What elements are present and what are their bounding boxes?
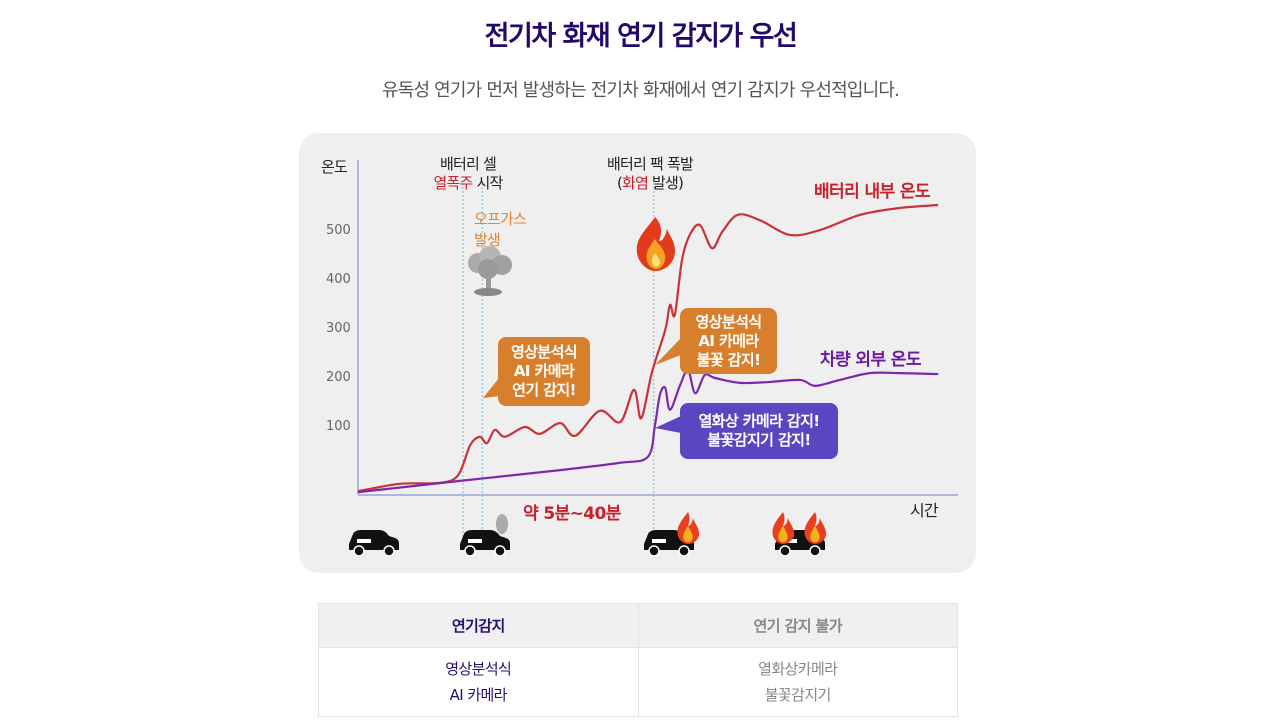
page-title: 전기차 화재 연기 감지가 우선 (484, 21, 798, 52)
flame-icon (636, 217, 675, 271)
event-highlight: 열폭주 (433, 174, 474, 192)
cell-line: 영상분석식 (445, 660, 512, 678)
cell-line: 불꽃감지기 (764, 686, 832, 704)
smoke-cloud-icon (468, 246, 512, 296)
callout-tail (655, 338, 681, 365)
callout-line: 영상분석식 (510, 343, 578, 361)
y-tick-label: 400 (326, 272, 351, 287)
callout-line: 열화상 카메라 감지! (698, 412, 820, 430)
callout-line: 영상분석식 (695, 312, 762, 331)
callout-line: AI 카메라 (698, 331, 759, 350)
ev-car-icon (460, 514, 510, 557)
temperature-chart: 온도 100 200 300 400 500 시간 배터리 셀 열폭주 시작 오… (299, 133, 976, 573)
event-label: 발생 (474, 231, 501, 249)
event-label: ( (616, 174, 623, 192)
battery-internal-temp-line (357, 203, 939, 493)
callout-flame-detected: 영상분석식 AI 카메라 불꽃 감지! (680, 308, 777, 374)
callout-line: AI 카메라 (513, 362, 575, 380)
y-axis-label: 온도 (321, 158, 348, 176)
event-pack-explosion: 배터리 팩 폭발 (화염 발생) (590, 155, 710, 193)
ev-car-icon (772, 512, 827, 557)
callout-line: 불꽃감지기 감지! (707, 431, 811, 449)
event-label: 시작 (472, 174, 503, 192)
event-cell-thermal-runaway: 배터리 셀 열폭주 시작 (418, 155, 518, 193)
page-subtitle: 유독성 연기가 먼저 발생하는 전기차 화재에서 연기 감지가 우선적입니다. (381, 80, 900, 101)
legend-vehicle-external-temp: 차량 외부 온도 (820, 350, 921, 370)
table-header: 연기감지 (318, 603, 639, 648)
cell-line: AI 카메라 (449, 686, 508, 704)
event-label: 오프가스 (474, 210, 527, 228)
duration-label: 약 5분~40분 (523, 504, 621, 524)
table-header-row: 연기감지 연기 감지 불가 (318, 603, 958, 648)
event-label: 발생) (648, 174, 684, 192)
event-offgas: 오프가스 발생 (474, 209, 527, 251)
callout-line: 불꽃 감지! (696, 350, 761, 369)
y-tick-label: 500 (326, 223, 351, 238)
y-tick-label: 200 (326, 370, 351, 385)
callout-tail (655, 416, 681, 433)
event-label: 배터리 셀 (440, 155, 497, 173)
fire-icon (677, 512, 700, 544)
table-header: 연기 감지 불가 (637, 603, 958, 648)
chart-svg (349, 160, 958, 557)
ev-car-icon (644, 512, 700, 557)
y-tick-label: 300 (326, 321, 351, 336)
fire-icon (772, 512, 795, 544)
y-tick-label: 100 (326, 419, 351, 434)
event-highlight: 화염 (622, 174, 649, 192)
legend-battery-internal-temp: 배터리 내부 온도 (814, 182, 931, 202)
table-cell: 영상분석식 AI 카메라 (318, 647, 639, 717)
x-axis-label: 시간 (910, 501, 939, 520)
smoke-icon (496, 514, 508, 534)
fire-icon (804, 512, 827, 544)
cell-line: 열화상카메라 (758, 660, 838, 678)
callout-thermal-detected: 열화상 카메라 감지! 불꽃감지기 감지! (680, 403, 838, 459)
ev-car-icon (349, 530, 399, 557)
event-label: 배터리 팩 폭발 (607, 155, 694, 173)
callout-line: 연기 감지! (512, 381, 576, 399)
callout-smoke-detected: 영상분석식 AI 카메라 연기 감지! (498, 337, 590, 406)
